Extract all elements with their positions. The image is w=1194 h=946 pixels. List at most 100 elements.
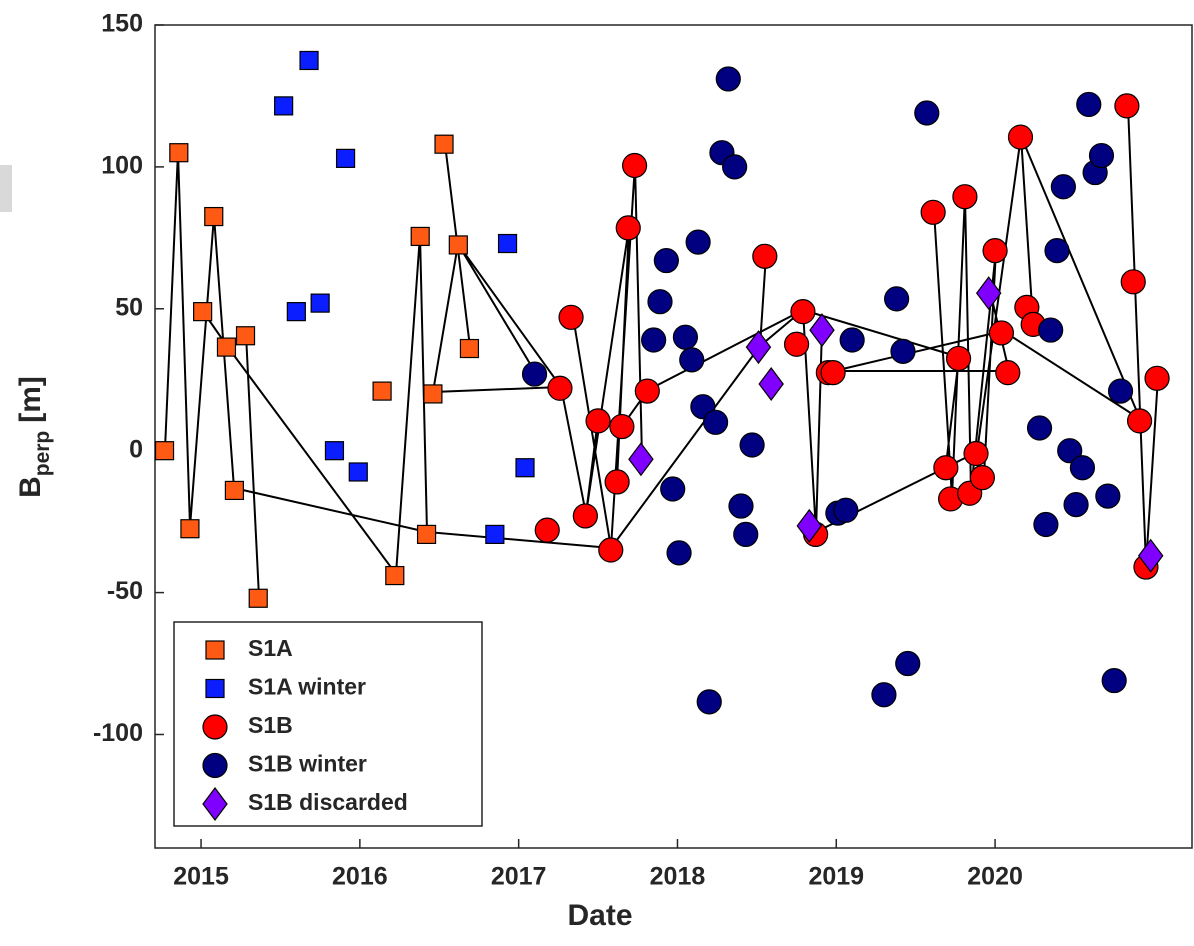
circle-marker	[952, 184, 978, 210]
y-tick-label: 100	[101, 152, 143, 180]
square-marker	[410, 226, 430, 247]
diamond-marker	[202, 787, 228, 821]
circle-marker	[1076, 91, 1102, 118]
circle-marker	[715, 66, 741, 92]
circle-marker	[945, 345, 972, 372]
circle-marker	[871, 682, 897, 708]
y-label-sub: perp	[31, 431, 54, 477]
circle-marker	[1126, 408, 1153, 434]
circle-marker	[666, 540, 692, 566]
circle-marker	[1044, 238, 1070, 264]
circle-marker	[820, 360, 846, 386]
circle-marker	[733, 521, 759, 548]
circle-marker	[558, 304, 584, 330]
circle-marker	[1107, 378, 1134, 404]
circle-marker	[890, 338, 916, 364]
circle-marker	[884, 286, 910, 312]
circle-marker	[1095, 483, 1121, 509]
circle-marker	[598, 537, 624, 563]
baseline-links	[164, 104, 1159, 598]
circle-marker	[572, 503, 598, 529]
square-marker	[348, 462, 368, 482]
circle-marker	[621, 152, 648, 179]
circle-marker	[752, 243, 778, 269]
square-marker	[204, 206, 224, 227]
square-marker	[423, 384, 443, 404]
square-marker	[515, 458, 535, 478]
circle-marker	[728, 493, 754, 519]
circle-marker	[1088, 142, 1115, 169]
circle-marker	[933, 455, 959, 481]
legend-label: S1B	[248, 712, 293, 738]
legend-label: S1B discarded	[248, 789, 408, 815]
square-marker	[434, 134, 454, 154]
y-label-unit: [m]	[14, 376, 47, 423]
diamond-marker	[809, 313, 835, 348]
legend-label: S1B winter	[248, 751, 367, 777]
plot-frame	[154, 24, 1193, 849]
circle-marker	[660, 476, 686, 502]
square-marker	[485, 524, 505, 545]
diamond-marker	[1137, 538, 1164, 573]
circle-marker	[833, 497, 859, 523]
circle-marker	[641, 327, 667, 353]
circle-marker	[609, 413, 635, 440]
y-tick-label: -100	[93, 719, 143, 747]
circle-marker	[988, 320, 1015, 346]
y-axis-label: Bperp [m]	[14, 376, 54, 498]
square-marker	[335, 148, 356, 168]
circle-marker	[672, 324, 699, 350]
circle-marker	[653, 247, 679, 274]
square-marker	[248, 588, 268, 608]
circle-marker	[615, 215, 641, 241]
circle-marker	[1114, 93, 1140, 119]
circle-marker	[679, 347, 705, 373]
circle-marker	[839, 327, 865, 353]
circle-marker	[783, 331, 810, 357]
circle-marker	[547, 375, 573, 401]
square-marker	[274, 96, 294, 116]
circle-marker	[969, 465, 995, 491]
circle-marker	[702, 409, 729, 435]
circle-marker	[982, 238, 1008, 264]
circle-marker	[647, 289, 673, 315]
circle-marker	[895, 650, 921, 677]
square-marker	[372, 381, 392, 401]
y-tick-label: 0	[129, 435, 143, 463]
square-marker	[310, 293, 330, 313]
x-axis-label: Date	[567, 899, 632, 932]
circle-marker	[1144, 365, 1170, 391]
x-tick-label: 2016	[332, 863, 388, 891]
square-marker	[324, 441, 345, 461]
circle-marker	[790, 299, 816, 325]
circle-marker	[202, 752, 228, 779]
circle-marker	[914, 100, 940, 126]
circle-marker	[534, 517, 560, 543]
square-marker	[224, 480, 245, 501]
circle-marker	[634, 378, 660, 404]
square-marker	[448, 235, 468, 255]
x-tick-label: 2018	[650, 863, 706, 891]
x-tick-label: 2015	[173, 863, 229, 891]
circle-marker	[920, 199, 946, 225]
y-tick-label: -50	[107, 577, 143, 605]
circle-marker	[1050, 174, 1076, 200]
circle-marker	[1033, 511, 1059, 538]
circle-marker	[963, 440, 989, 467]
square-marker	[205, 640, 225, 660]
square-marker	[193, 302, 213, 322]
square-marker	[299, 50, 319, 71]
diamond-marker	[628, 442, 654, 477]
circle-marker	[739, 432, 765, 458]
square-marker	[180, 519, 200, 539]
y-tick-label: 50	[115, 293, 143, 321]
diamond-marker	[758, 366, 784, 401]
square-marker	[154, 441, 175, 461]
square-marker	[385, 565, 405, 586]
y-label-main: B	[14, 476, 47, 498]
x-tick-label: 2017	[491, 863, 547, 891]
square-marker	[169, 143, 189, 163]
circle-marker	[1063, 492, 1089, 518]
circle-marker	[1120, 269, 1146, 295]
